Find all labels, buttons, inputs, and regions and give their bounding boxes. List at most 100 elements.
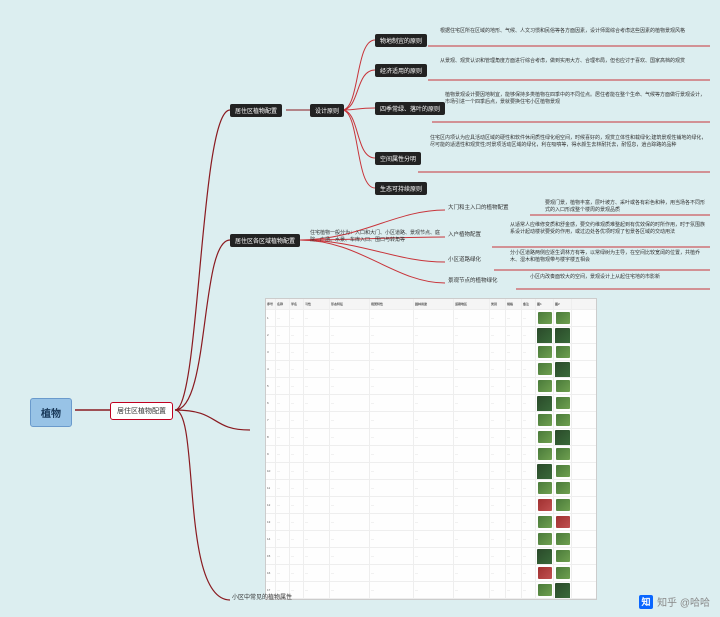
table-cell: … (370, 378, 414, 394)
table-row: 10………………………… (266, 463, 596, 480)
table-cell: … (490, 599, 506, 600)
branchC-label[interactable]: 小区中常见的植物属性 (232, 595, 292, 603)
table-cell: 10 (266, 463, 276, 479)
table-cell: … (290, 310, 304, 326)
table-cell: 7 (266, 412, 276, 428)
table-cell: … (276, 344, 290, 360)
table-cell: 8 (266, 429, 276, 445)
table-row: 1………………………… (266, 310, 596, 327)
principle-1-desc: 从景观、观赏认识和管理角度方面进行综合考虑，做到实用大方、合理布局，但也应讨于喜… (440, 58, 705, 65)
table-cell: … (370, 548, 414, 564)
principle-4[interactable]: 生态可持续原则 (375, 182, 427, 195)
branchB-desc: 住宅植物一般分为：入口和大门、小区道路、景观节点、庭院、广场、水景、车库入口、围… (310, 230, 440, 243)
table-thumb-cell (554, 599, 572, 600)
root-node[interactable]: 植物 (30, 398, 72, 427)
table-thumb-cell (536, 514, 554, 530)
branchB-item-0[interactable]: 大门和主入口的植物配置 (448, 205, 509, 212)
principle-2[interactable]: 四季常绿、落叶的原则 (375, 102, 445, 115)
table-cell: 11 (266, 480, 276, 496)
branchB-item-3[interactable]: 景观节点的植物绿化 (448, 278, 498, 285)
table-row: 8………………………… (266, 429, 596, 446)
principle-3[interactable]: 空间属性分明 (375, 152, 421, 165)
table-cell: … (370, 310, 414, 326)
principle-1[interactable]: 经济适用的原则 (375, 64, 427, 77)
table-cell: … (454, 480, 490, 496)
branchB-item-1[interactable]: 入户植物配置 (448, 232, 481, 239)
table-cell: … (414, 582, 454, 598)
table-thumb-cell (554, 327, 572, 343)
principle-0[interactable]: 物地制宜的原则 (375, 34, 427, 47)
table-cell: … (330, 497, 370, 513)
branchA-label[interactable]: 居住区植物配置 (230, 104, 282, 117)
table-cell: … (304, 361, 330, 377)
table-cell: … (290, 548, 304, 564)
table-cell: … (304, 531, 330, 547)
plant-thumb (556, 567, 570, 579)
table-cell: … (276, 531, 290, 547)
branchB-label[interactable]: 居住区各区域植物配置 (230, 234, 300, 247)
table-cell: … (330, 514, 370, 530)
table-cell: … (506, 446, 522, 462)
table-cell: … (304, 378, 330, 394)
table-cell: … (304, 395, 330, 411)
table-cell: … (454, 599, 490, 600)
table-cell: … (506, 531, 522, 547)
principle-0-desc: 根据住宅区所在区域的地形、气候、人文习惯和民俗等各方面因素，设计师需综合考虑这些… (440, 28, 705, 35)
table-cell: … (522, 480, 536, 496)
branchB-item-3-desc: 小区内改奏面较大的空间，景观设计上从起住宅地的市影新 (530, 274, 708, 281)
table-cell: … (454, 310, 490, 326)
branchB-item-0-desc: 要观门景，植物丰富，层叶坡方、采叶或各有彩色和种，用当场各不同形式的入口形成整个… (545, 200, 708, 213)
table-cell: … (370, 344, 414, 360)
table-cell: 12 (266, 497, 276, 513)
table-thumb-cell (554, 344, 572, 360)
table-cell: … (414, 548, 454, 564)
table-cell: … (490, 310, 506, 326)
table-cell: … (304, 310, 330, 326)
principle-3-desc: 住宅区内项认为应具活动区域的硬性和软件休闲质性绿化组空间，时候喜好的，观赏立体性… (430, 135, 708, 148)
plant-table[interactable]: 序号 名称 学名 习性 形态特征 观赏特性 园林用途 适栽地区 类别 规格 备注… (265, 298, 597, 600)
table-thumb-cell (536, 582, 554, 598)
table-cell: … (370, 361, 414, 377)
table-cell: … (454, 531, 490, 547)
table-cell: … (522, 310, 536, 326)
table-cell: … (522, 565, 536, 581)
plant-thumb (556, 414, 570, 426)
table-cell: … (454, 548, 490, 564)
table-cell: … (454, 463, 490, 479)
th: 备注 (522, 299, 536, 309)
table-cell: … (522, 463, 536, 479)
table-cell: … (330, 361, 370, 377)
table-cell: … (506, 582, 522, 598)
table-cell: … (522, 446, 536, 462)
table-cell: … (522, 514, 536, 530)
branchB-item-2[interactable]: 小区道路绿化 (448, 257, 481, 264)
table-cell: … (290, 327, 304, 343)
table-cell: … (454, 565, 490, 581)
table-cell: … (276, 463, 290, 479)
table-thumb-cell (554, 429, 572, 445)
table-cell: … (330, 412, 370, 428)
plant-thumb (537, 328, 552, 343)
table-row: 18………………………… (266, 599, 596, 600)
table-cell: … (330, 446, 370, 462)
table-cell: … (370, 565, 414, 581)
table-cell: … (370, 429, 414, 445)
plant-thumb (538, 380, 552, 392)
plant-thumb (537, 549, 552, 564)
table-cell: … (276, 310, 290, 326)
branchA-sub[interactable]: 设计原则 (310, 104, 344, 117)
mindmap-canvas: 植物 居住区植物配置 居住区植物配置 设计原则 物地制宜的原则 根据住宅区所在区… (0, 0, 720, 617)
table-cell: … (276, 395, 290, 411)
plant-thumb (538, 346, 552, 358)
table-thumb-cell (554, 310, 572, 326)
plant-thumb (555, 430, 570, 445)
plant-thumb (555, 328, 570, 343)
table-row: 14………………………… (266, 531, 596, 548)
th: 观赏特性 (370, 299, 414, 309)
table-cell: … (276, 480, 290, 496)
table-cell: … (506, 361, 522, 377)
table-cell: … (290, 599, 304, 600)
level1-node[interactable]: 居住区植物配置 (110, 402, 173, 420)
table-cell: 5 (266, 378, 276, 394)
plant-thumb (556, 397, 570, 409)
